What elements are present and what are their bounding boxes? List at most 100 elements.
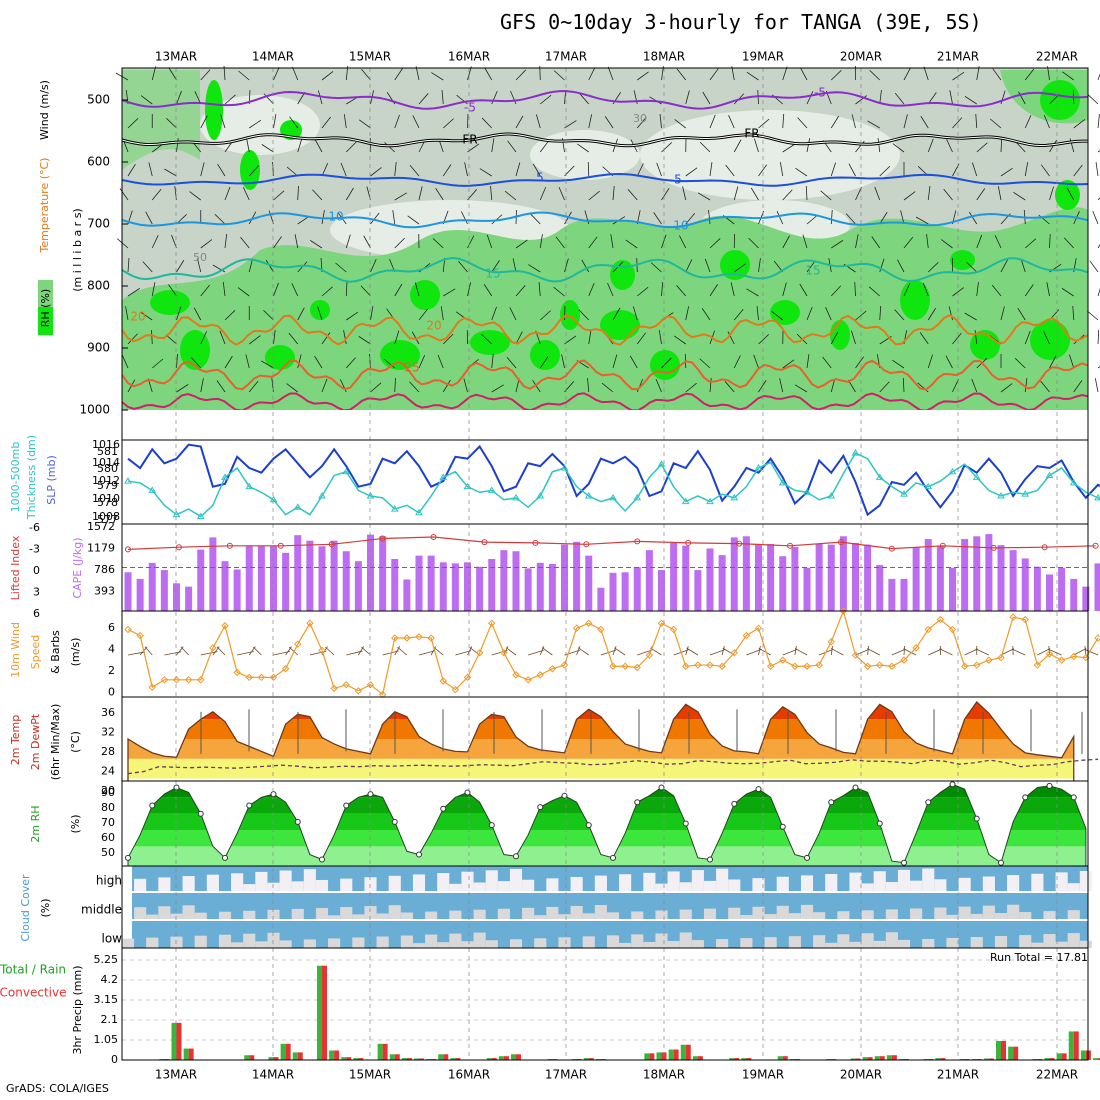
cloud-block [425,911,438,920]
wind-barb [504,190,517,201]
wind-barb [975,114,978,129]
wind-barb [248,165,259,177]
cape-label: CAPE (J/kg) [71,537,84,598]
contour-label: FR [462,133,477,147]
wind-barb [1097,243,1100,249]
precip-bar-total [680,1044,686,1060]
wind-barb [636,286,649,297]
precip-bar-convective [322,965,327,1060]
wind-speed-marker [827,638,835,646]
wind-barb [903,67,911,81]
wind-barb [734,263,746,273]
thickness-marker [487,486,496,493]
wind-barb [750,187,759,201]
precip-bar-convective [273,1057,279,1060]
wind-barb [782,144,795,153]
cloud-block [800,904,814,920]
wind-barb [871,236,881,249]
wind-barb [224,186,231,201]
surface-wind-barb [903,648,917,656]
wind-barb [919,332,929,345]
cape-bar [500,550,508,611]
lifted-index-marker [481,539,488,546]
cloud-block [861,883,874,891]
cloud-block [497,881,510,891]
wind-barb [127,288,140,297]
wind-barb [579,93,590,105]
wind-speed-marker [1070,652,1078,661]
thickness-marker [196,512,205,520]
wind-barb [776,211,784,225]
thickness-tick: 577 [97,513,118,526]
wind-barb [587,378,590,393]
surface-wind-barb [216,646,226,656]
rh-marker [998,859,1004,866]
cloud-block [873,940,886,948]
wind-barb [1072,306,1075,321]
temp-line [127,700,1075,781]
date-label-top: 20MAR [840,50,882,64]
pressure-tick: 700 [87,217,110,231]
cloud-level-label: middle [81,903,122,917]
slp-tick: 1012 [92,474,120,487]
wind-speed-marker [754,624,763,632]
cape-bar [451,563,459,611]
cloud-block [606,935,620,948]
wind-speed-marker [730,649,738,657]
wind-barb [486,234,493,249]
wind-speed-marker [148,683,156,691]
precip-bar-total [244,1055,250,1060]
wind-barb [539,140,549,153]
wind-barb [193,307,202,321]
surface-wind-barb [1047,648,1062,656]
precip-bar-convective [891,1055,897,1060]
wind-barb [588,236,598,249]
cloud-block [412,943,426,948]
wind-barb [370,306,374,321]
precip-bar-convective [867,1057,873,1060]
thickness-marker [560,464,569,471]
cloud-block [1031,873,1044,891]
date-label-top: 14MAR [252,50,294,64]
rh-band [128,813,1086,831]
wind-barb [728,115,735,129]
wind-barb [754,138,759,153]
rh-line [127,783,1087,866]
lifted-index-marker [634,538,641,545]
precip-bar-convective [394,1054,400,1060]
wind-barb [200,115,208,129]
precip-bar-convective [685,1044,691,1060]
cloud-block [182,876,195,891]
cloud-block [328,915,341,920]
precip-bar-convective [346,1057,352,1060]
wind-speed-marker [257,673,266,682]
cloud-block [437,942,450,948]
cloud-block [922,868,935,891]
cloud-block [885,882,898,891]
thickness-marker [803,488,811,495]
cloud-block [788,913,801,920]
wind-barb [976,142,988,153]
wind-barb [830,69,842,81]
rh-high-patch [560,300,580,330]
wind-barb [782,282,787,297]
wind-barb [779,378,784,393]
temp-contour-10 [121,211,1089,229]
wind-barb [512,258,517,273]
wind-barb [145,211,153,225]
wind-barb [758,258,761,273]
wind-barb [855,95,867,105]
wind-barb [490,186,493,201]
precip-bar-total [171,1022,177,1060]
precip-bar-convective [1001,1040,1006,1060]
wind-barb [730,282,735,297]
rh-marker [682,820,689,827]
cape-bar [342,551,350,611]
wind-barb [661,234,667,249]
wind-barb [140,311,153,321]
run-total-label: Run Total = 17.81 [990,951,1088,964]
rh-marker [513,853,519,860]
wind-barb [506,357,517,369]
wind-speed-marker [366,681,375,689]
